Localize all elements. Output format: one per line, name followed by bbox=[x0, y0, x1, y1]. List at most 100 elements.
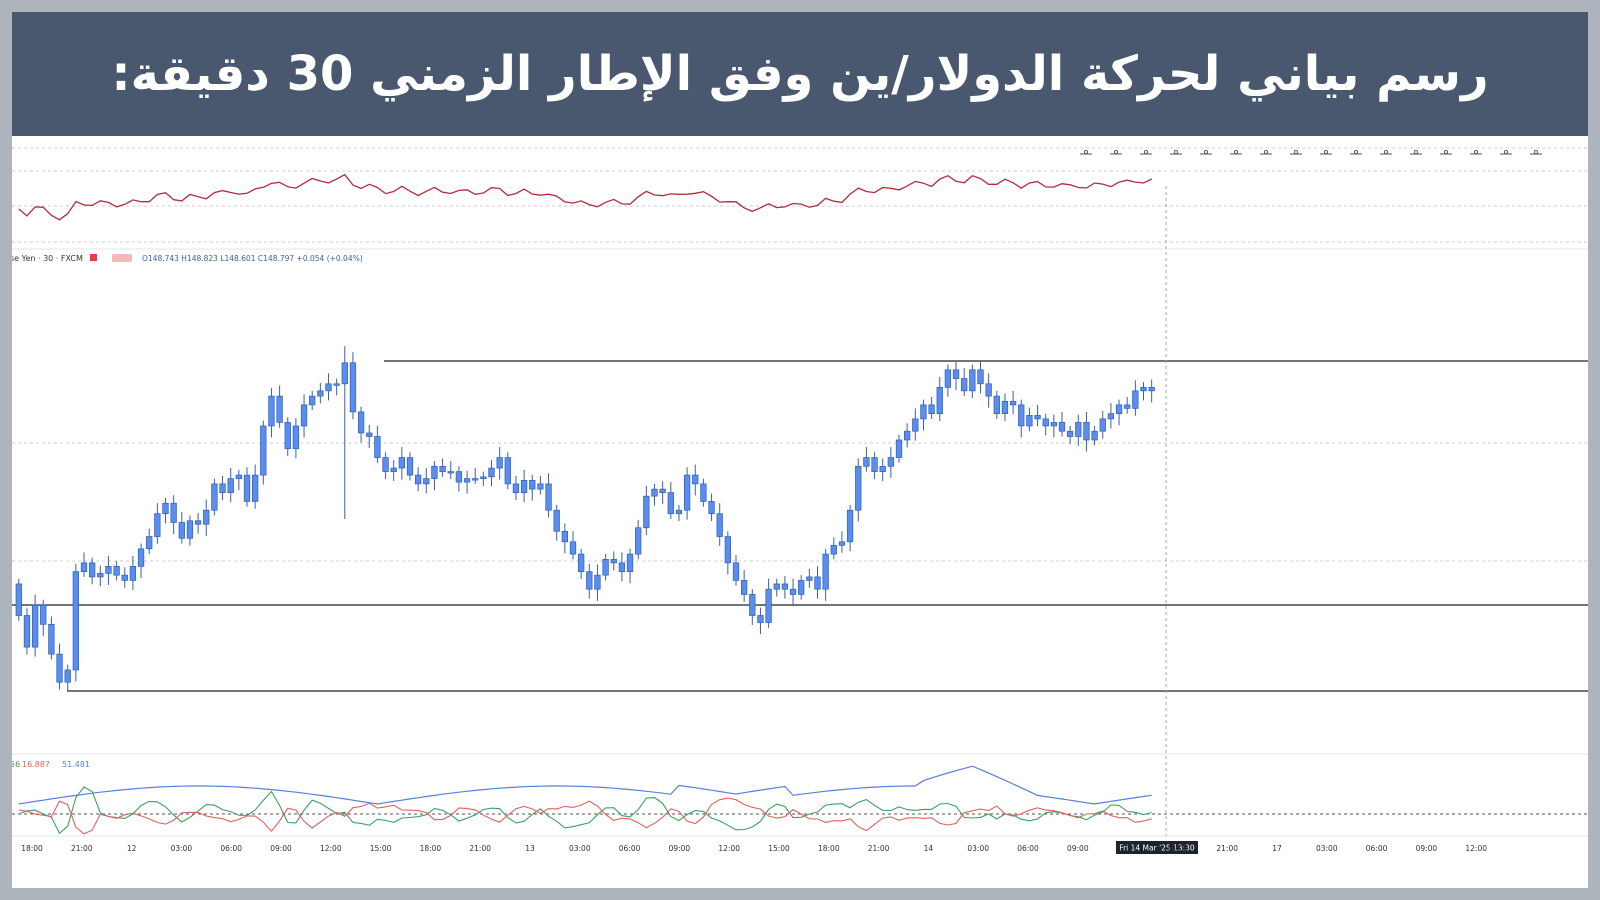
candle bbox=[586, 571, 593, 590]
candle bbox=[895, 439, 903, 458]
time-tick-label: 03:00 bbox=[569, 844, 591, 853]
candle bbox=[219, 483, 226, 493]
candle bbox=[520, 480, 528, 493]
candle bbox=[798, 580, 805, 595]
candle bbox=[333, 383, 340, 386]
candle bbox=[455, 471, 463, 483]
screenshot-frame: رسم بياني لحركة الدولار/ين وفق الإطار ال… bbox=[10, 12, 1588, 888]
wave-icon[interactable] bbox=[1290, 149, 1302, 155]
text-icon[interactable] bbox=[1500, 149, 1512, 155]
candle bbox=[537, 483, 544, 490]
candle bbox=[1050, 422, 1058, 427]
candle bbox=[545, 483, 552, 511]
candle bbox=[504, 457, 511, 485]
candle bbox=[871, 457, 878, 472]
candle bbox=[961, 378, 968, 392]
candle bbox=[683, 474, 691, 511]
candle bbox=[23, 615, 31, 648]
ruler-icon[interactable] bbox=[1410, 149, 1422, 155]
candle bbox=[97, 573, 104, 578]
brush-icon[interactable] bbox=[1230, 149, 1242, 155]
candle bbox=[846, 509, 854, 543]
candle bbox=[1034, 415, 1041, 420]
candle bbox=[447, 471, 454, 474]
candle bbox=[1124, 404, 1131, 409]
candle bbox=[749, 594, 756, 616]
drawing-toolbar[interactable] bbox=[1080, 149, 1542, 155]
candle bbox=[113, 566, 120, 576]
candle bbox=[806, 576, 813, 581]
candle bbox=[838, 541, 846, 546]
candle bbox=[80, 562, 88, 572]
candle bbox=[610, 559, 617, 564]
candle bbox=[1026, 415, 1033, 427]
candle bbox=[1132, 390, 1139, 409]
time-tick-label: 15:00 bbox=[768, 844, 790, 853]
chart-area[interactable]: se Yen · 30 · FXCM O148.743 H148.823 L14… bbox=[10, 136, 1588, 888]
more-icon[interactable] bbox=[1530, 149, 1542, 155]
candle bbox=[1058, 422, 1066, 432]
candle bbox=[740, 580, 748, 595]
candle bbox=[406, 457, 414, 476]
candle bbox=[724, 536, 731, 564]
candle bbox=[72, 571, 79, 671]
bars-icon[interactable] bbox=[1140, 149, 1152, 155]
candle bbox=[952, 369, 960, 379]
title-banner: رسم بياني لحركة الدولار/ين وفق الإطار ال… bbox=[12, 12, 1588, 136]
candle bbox=[887, 457, 894, 467]
down-arrow-icon[interactable] bbox=[1380, 149, 1392, 155]
candle bbox=[602, 559, 609, 576]
time-tick-label: 06:00 bbox=[1017, 844, 1039, 853]
circle-icon[interactable] bbox=[1260, 149, 1272, 155]
time-tick-label: 12 bbox=[127, 844, 137, 853]
crosshair-time-label: Fri 14 Mar '25 13:30 bbox=[1119, 844, 1195, 853]
price-panel: se Yen · 30 · FXCM O148.743 H148.823 L14… bbox=[10, 248, 1588, 692]
candle bbox=[708, 501, 715, 515]
time-tick-label: 06:00 bbox=[220, 844, 242, 853]
time-tick-label: 06:00 bbox=[1366, 844, 1388, 853]
time-tick-label: 09:00 bbox=[270, 844, 292, 853]
time-tick-label: 21:00 bbox=[71, 844, 93, 853]
link-icon[interactable] bbox=[1170, 149, 1182, 155]
candle bbox=[928, 404, 935, 415]
candle bbox=[390, 467, 397, 472]
line-tool-icon[interactable] bbox=[1080, 149, 1092, 155]
candle bbox=[203, 509, 210, 525]
candle bbox=[398, 457, 405, 469]
candle bbox=[480, 476, 487, 479]
candle bbox=[553, 509, 560, 532]
dmi-panel: 56 16.887 51.481 bbox=[10, 753, 1588, 835]
pencil-icon[interactable] bbox=[1110, 149, 1122, 155]
price-chart[interactable]: se Yen · 30 · FXCM O148.743 H148.823 L14… bbox=[10, 136, 1588, 888]
candle bbox=[969, 369, 976, 392]
candle bbox=[561, 530, 568, 543]
measure-icon[interactable] bbox=[1440, 149, 1452, 155]
candle bbox=[765, 588, 772, 623]
time-tick-label: 21:00 bbox=[469, 844, 491, 853]
time-tick-label: 15:00 bbox=[370, 844, 392, 853]
candle bbox=[1148, 386, 1155, 392]
dmi-plus-value: 56 bbox=[12, 760, 20, 769]
indicator-toggle-icon[interactable] bbox=[112, 254, 132, 262]
candle bbox=[732, 562, 740, 581]
candle bbox=[488, 467, 495, 478]
box-icon[interactable] bbox=[1470, 149, 1482, 155]
time-tick-label: 18:00 bbox=[818, 844, 840, 853]
grid-icon[interactable] bbox=[1350, 149, 1362, 155]
candle bbox=[912, 418, 919, 432]
fork-icon[interactable] bbox=[1200, 149, 1212, 155]
time-axis: 18:00 21:00 12 03:00 06:00 09:00 12:00 15:00 18:… bbox=[12, 835, 1588, 854]
time-tick-label: 06:00 bbox=[619, 844, 641, 853]
candle bbox=[40, 604, 47, 625]
alert-icon[interactable] bbox=[90, 254, 97, 261]
candle bbox=[659, 488, 666, 493]
time-tick-label: 21:00 bbox=[1216, 844, 1238, 853]
candle bbox=[439, 465, 446, 472]
candle bbox=[977, 369, 984, 385]
candle bbox=[317, 390, 324, 397]
candle bbox=[496, 457, 503, 469]
time-tick-label: 03:00 bbox=[967, 844, 989, 853]
candle bbox=[789, 588, 797, 595]
zigzag-icon[interactable] bbox=[1320, 149, 1332, 155]
time-tick-label: 12:00 bbox=[1465, 844, 1487, 853]
